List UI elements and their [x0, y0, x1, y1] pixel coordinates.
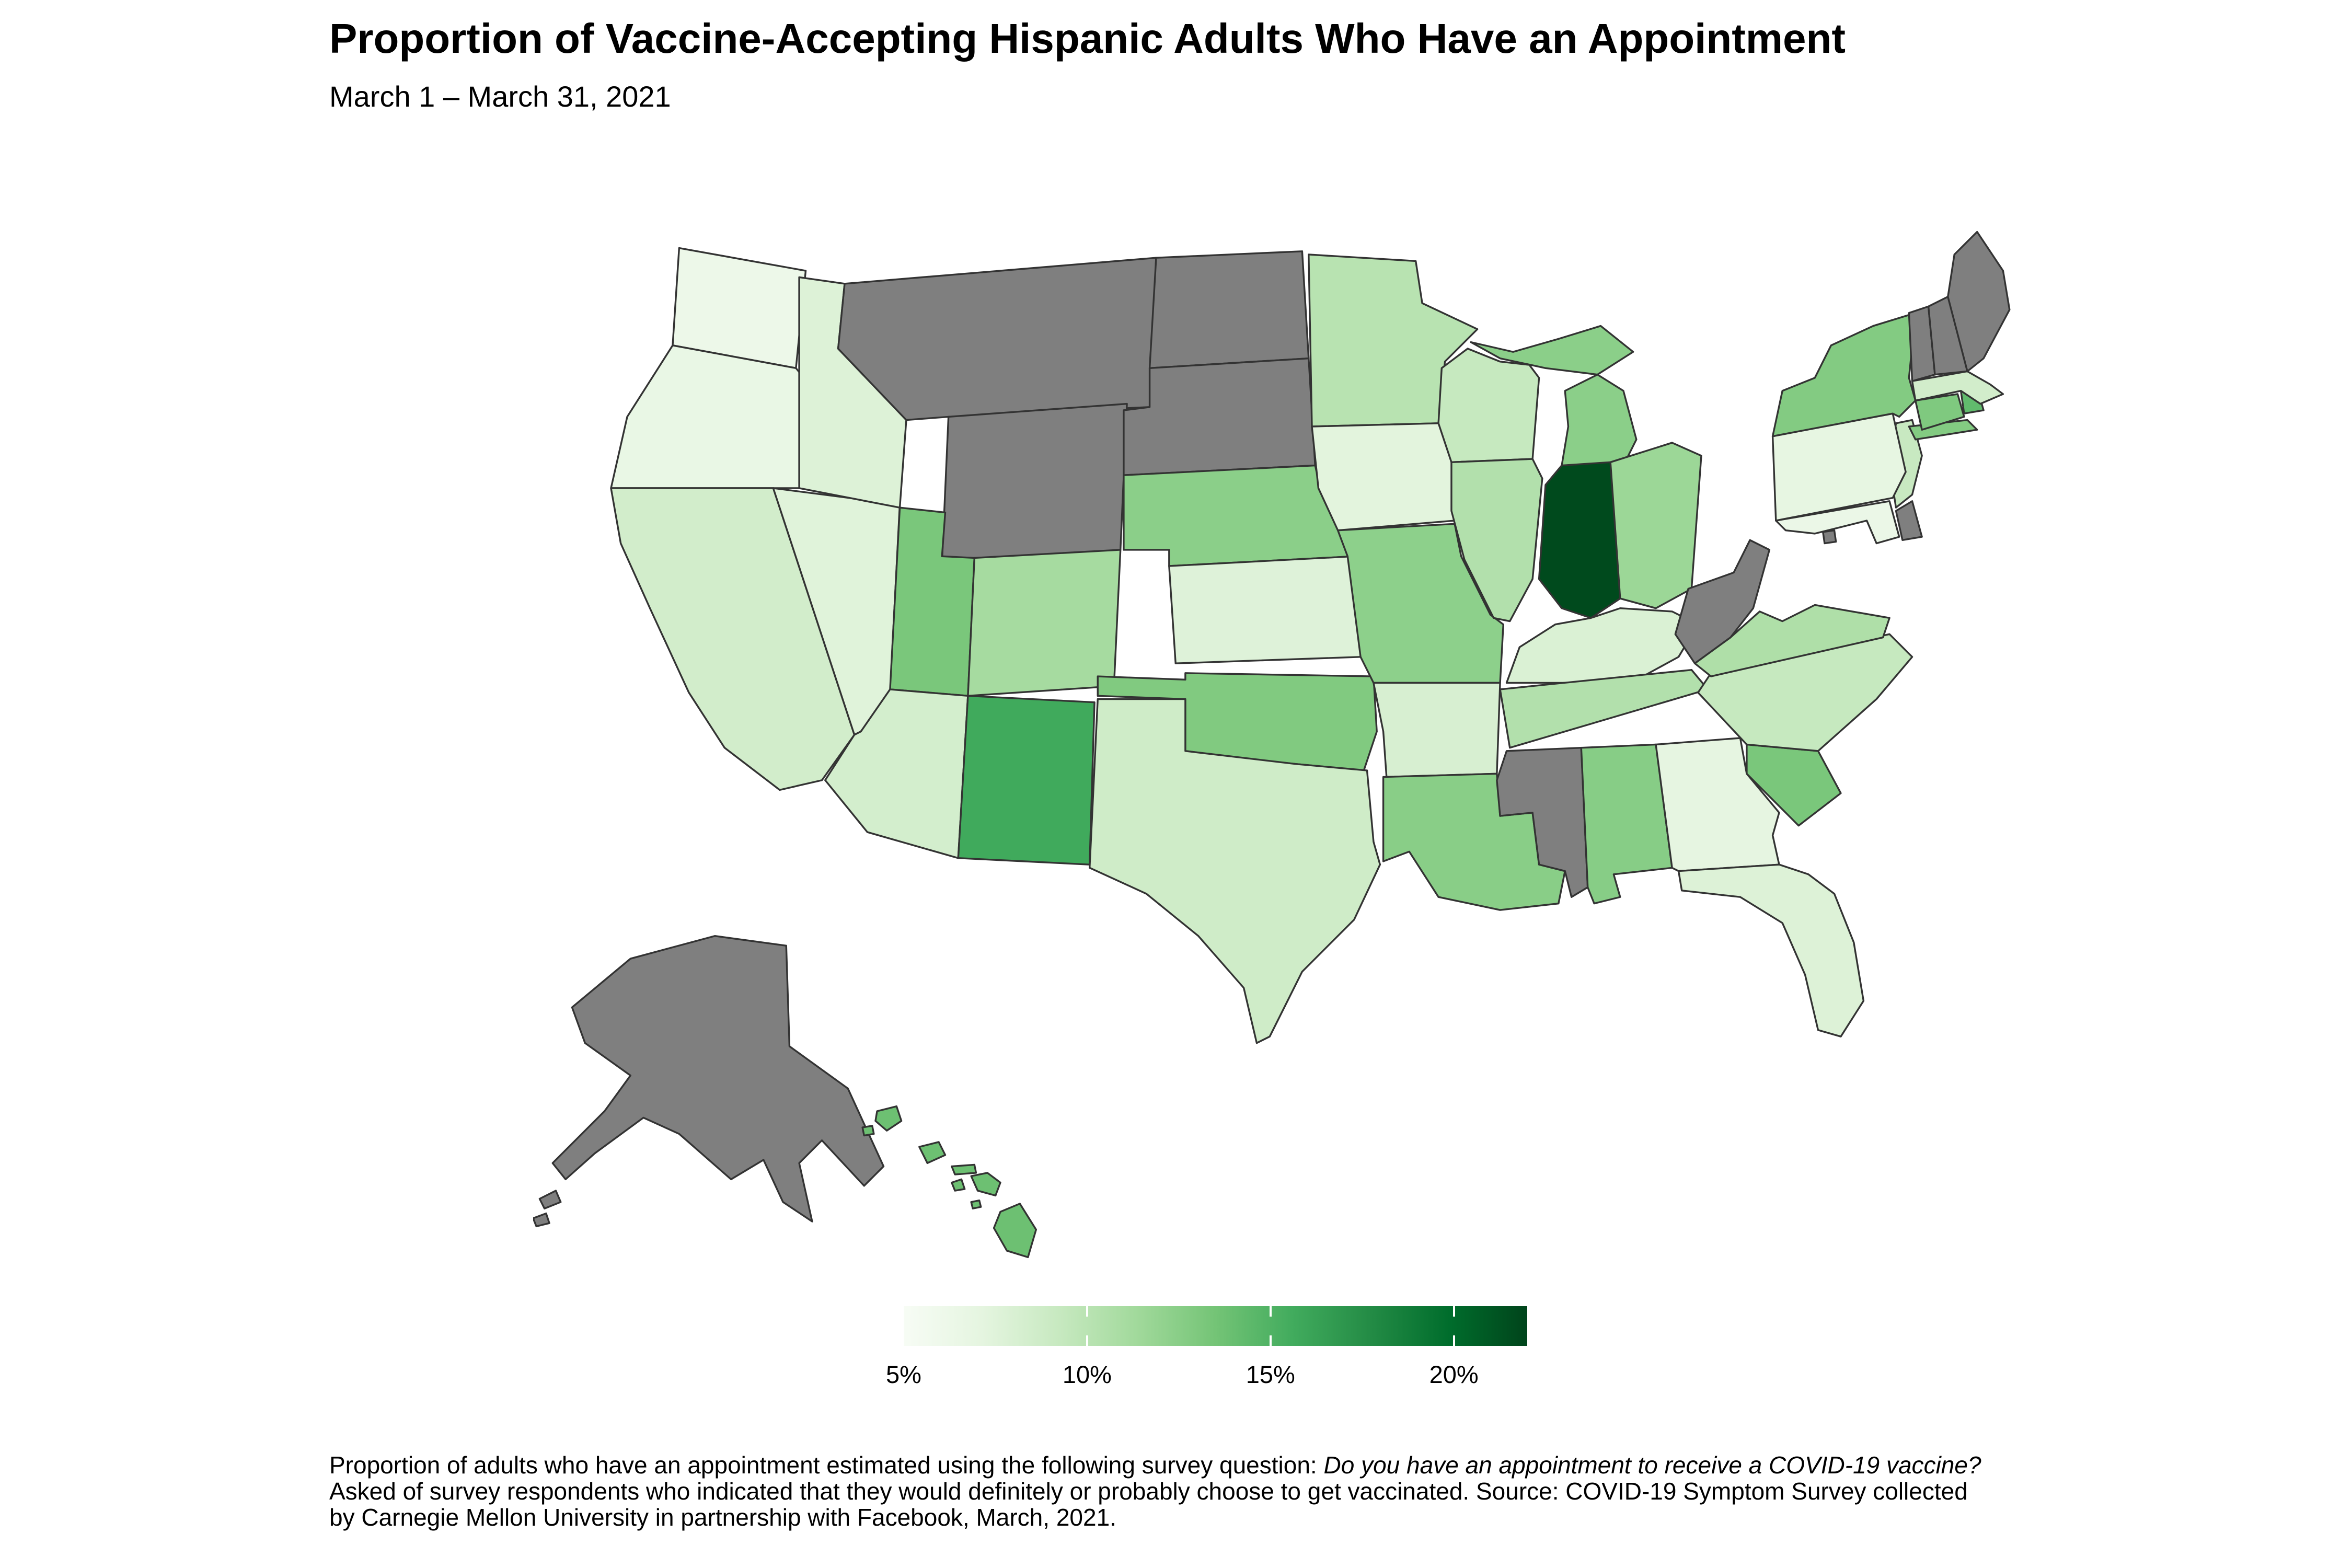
legend-tick-label-5: 5%	[886, 1361, 921, 1388]
legend-tick-15	[1269, 1306, 1272, 1317]
state-ma: Massachusetts: 8.5%	[1911, 370, 2004, 405]
page-title: Proportion of Vaccine-Accepting Hispanic…	[329, 15, 1846, 62]
state-va: Virginia: 10.6%	[1693, 604, 1890, 677]
state-nd: North Dakota: no data	[1148, 250, 1310, 369]
source-note-text: Asked of survey respondents who indicate…	[329, 1478, 1968, 1505]
state-ak: Alaska: no data	[533, 935, 885, 1228]
survey-question-text: Do you have an appointment to receive a …	[1323, 1451, 1981, 1479]
source-note-line-1: Proportion of adults who have an appoint…	[329, 1452, 2190, 1478]
state-ks: Kansas: 7.6%	[1168, 555, 1362, 664]
legend-tick-10	[1086, 1335, 1088, 1346]
state-or: Oregon: 6.6%	[610, 344, 810, 489]
legend-tick-label-10: 10%	[1062, 1361, 1112, 1388]
state-hi: Hawaii: 13.8%	[861, 1105, 1037, 1259]
state-tx: Texas: 8.7%	[1089, 698, 1381, 1044]
state-nm: New Mexico: 15.7%	[957, 695, 1096, 866]
state-wv: West Virginia: no data	[1674, 539, 1771, 664]
legend-tick-label-15: 15%	[1246, 1361, 1295, 1388]
state-mo: Missouri: 12.3%	[1336, 523, 1504, 684]
legend-tick-20	[1452, 1335, 1455, 1346]
source-note-text: by Carnegie Mellon University in partner…	[329, 1504, 1116, 1531]
state-ga: Georgia: 7%	[1655, 737, 1780, 872]
source-note-line-2: Asked of survey respondents who indicate…	[329, 1478, 2190, 1504]
state-ct: Connecticut: 13%	[1915, 393, 1965, 431]
state-md: Maryland: 6.4%	[1775, 500, 1900, 545]
legend-tick-15	[1269, 1335, 1272, 1346]
state-fl: Florida: 7.7%	[1677, 863, 1865, 1037]
source-note: Proportion of adults who have an appoint…	[329, 1452, 2190, 1530]
state-mt: Montana: no data	[837, 257, 1157, 421]
state-ia: Iowa: 7.3%	[1311, 422, 1459, 532]
state-dc: District of Columbia: no data	[1822, 529, 1837, 545]
state-me: Maine: no data	[1947, 230, 2011, 373]
state-oh: Ohio: 11.6%	[1609, 442, 1702, 609]
legend-gradient-bar	[904, 1306, 1527, 1346]
state-mi: Michigan: 12.4%	[1470, 325, 1638, 467]
legend-tick-20	[1452, 1306, 1455, 1317]
state-de: Delaware: no data	[1895, 500, 1923, 541]
legend-tick-labels: 5% 10% 15% 20%	[886, 1360, 1527, 1393]
source-note-line-3: by Carnegie Mellon University in partner…	[329, 1504, 2190, 1530]
state-wy: Wyoming: no data	[941, 402, 1128, 564]
state-sd: South Dakota: no data	[1123, 357, 1316, 476]
state-co: Colorado: 11.1%	[967, 549, 1122, 697]
state-in: Indiana: 21.7%	[1538, 461, 1621, 619]
state-wi: Wisconsin: 9.3%	[1437, 348, 1540, 464]
page-subtitle: March 1 – March 31, 2021	[329, 80, 671, 113]
us-choropleth-map: Washington: 6.2%Oregon: 6.6%California: …	[533, 230, 2011, 1259]
source-note-text: Proportion of adults who have an appoint…	[329, 1451, 1324, 1479]
state-ar: Arkansas: 8.1%	[1373, 682, 1501, 778]
legend-tick-10	[1086, 1306, 1088, 1317]
legend-tick-label-20: 20%	[1429, 1361, 1479, 1388]
state-il: Illinois: 10.4%	[1450, 458, 1543, 622]
